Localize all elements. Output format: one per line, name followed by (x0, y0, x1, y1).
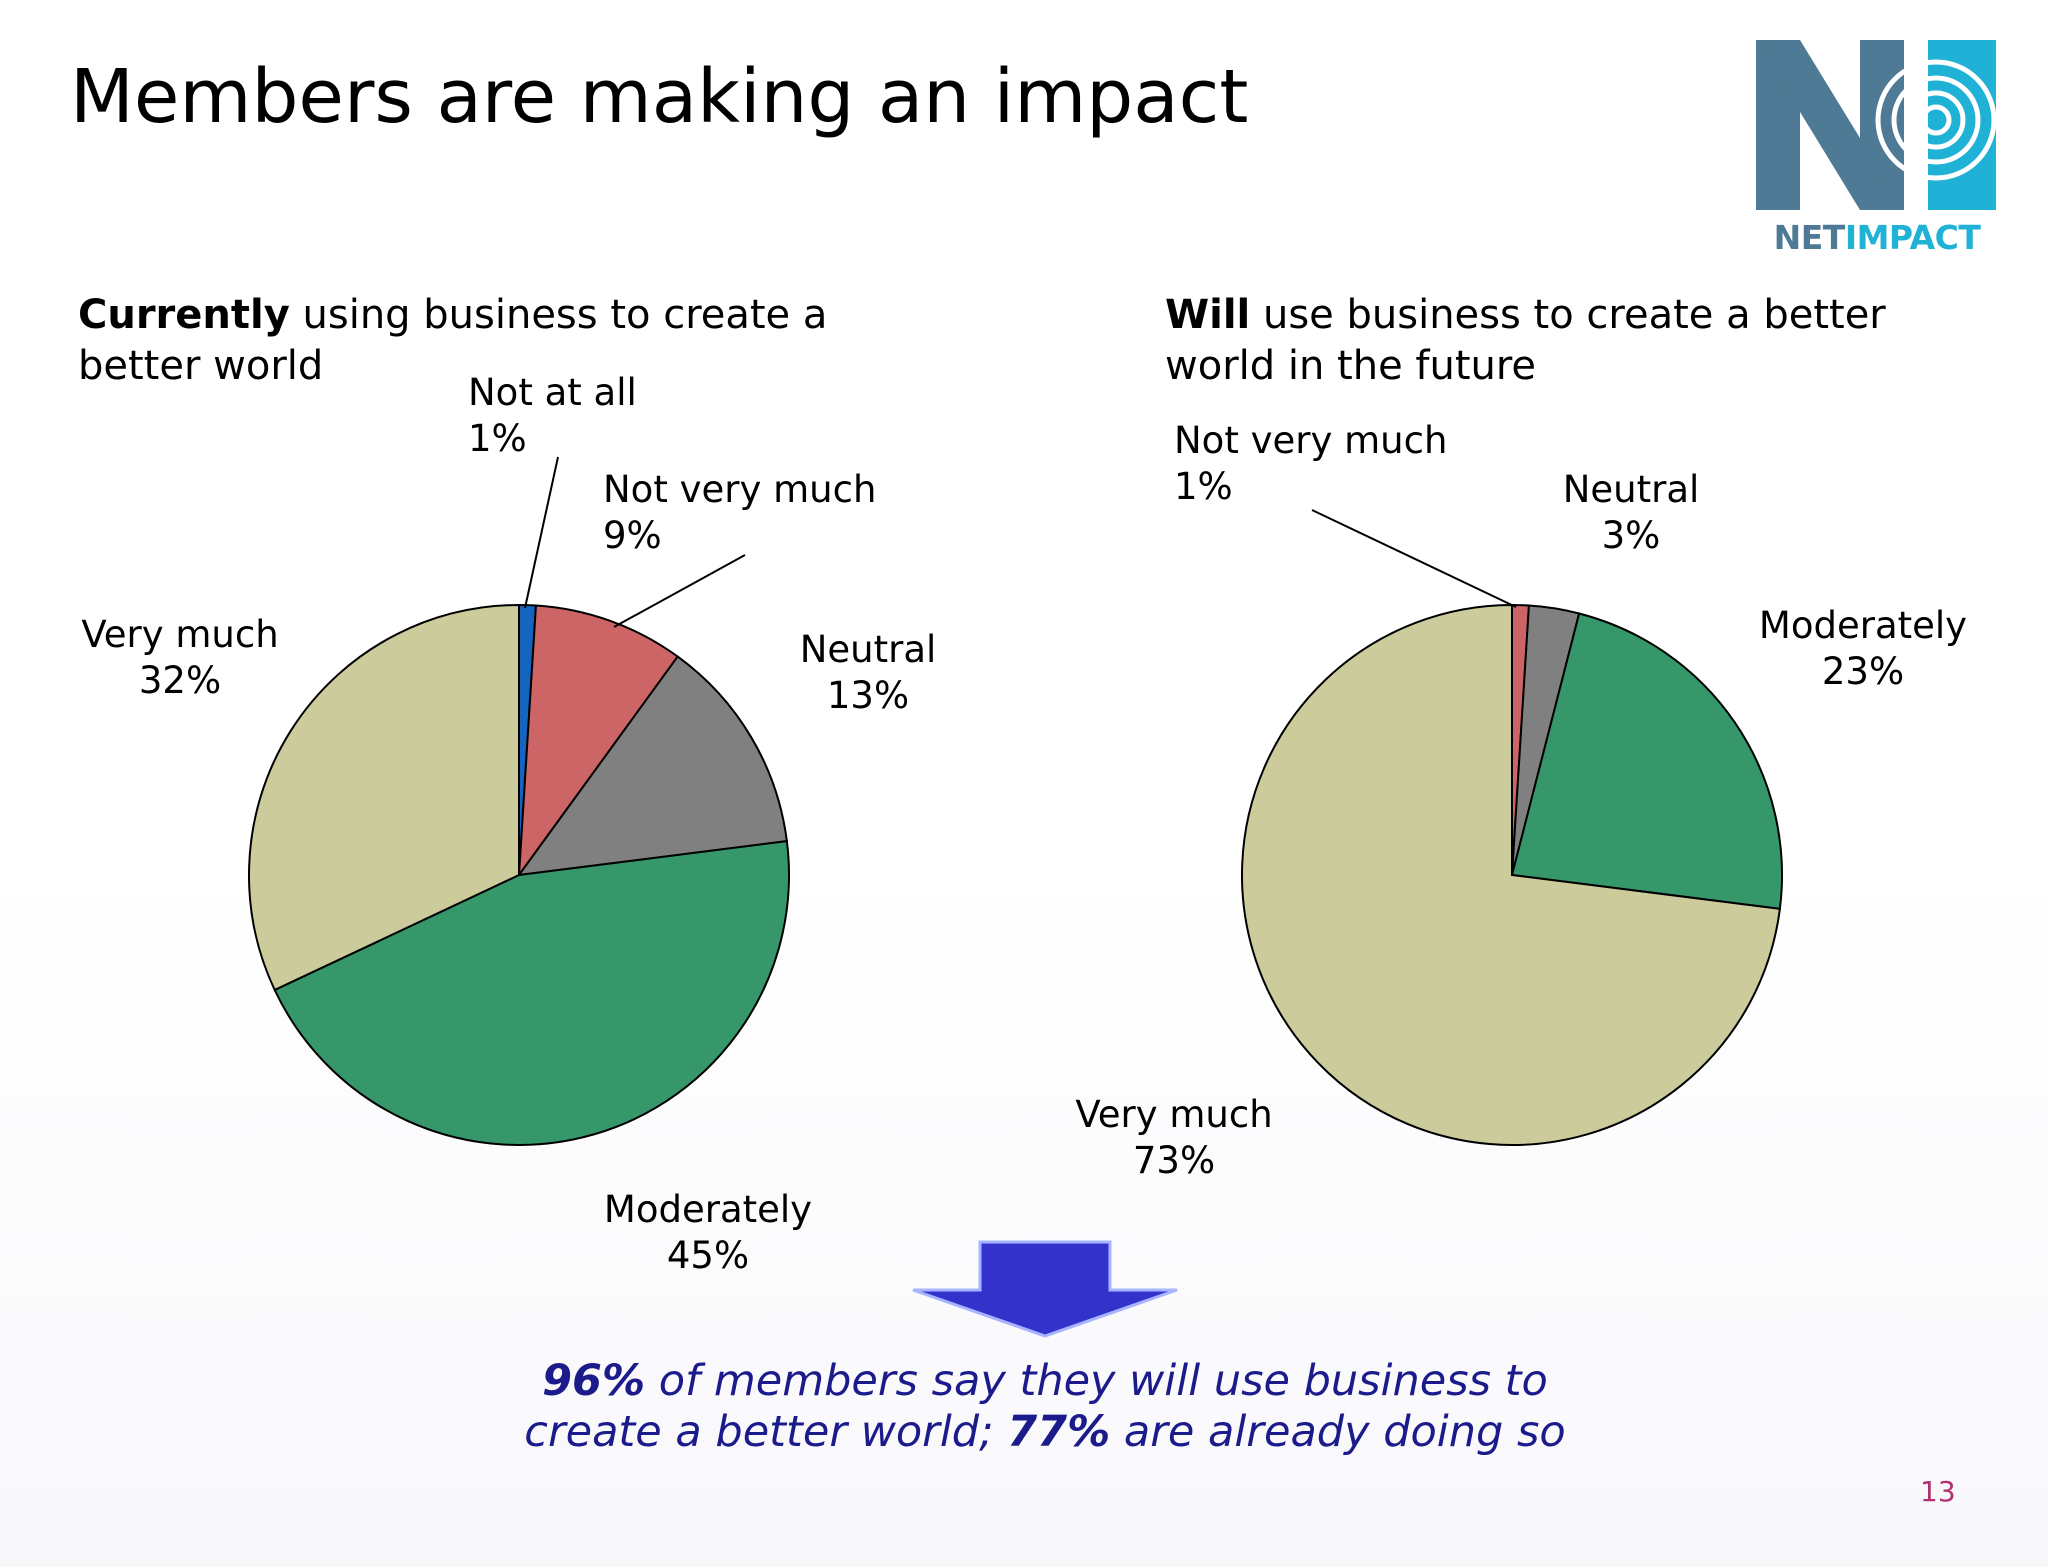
logo-word-net: NET (1773, 218, 1846, 257)
leader-line-not-very-much (613, 554, 746, 628)
conclusion-pct-77: 77% (1007, 1407, 1111, 1457)
left-chart-heading-rest: using business to create a better world (78, 292, 828, 389)
down-arrow-icon (912, 1240, 1178, 1338)
conclusion-line-2: create a better world; 77% are already d… (450, 1407, 1640, 1458)
slice-value-moderately: 23% (1822, 650, 1904, 693)
pie-slice-not-very-much (517, 604, 680, 879)
logo-n-mark (1756, 40, 1904, 210)
slice-label-neutral: Neutral (1563, 468, 1700, 511)
slice-label-not-very-much: Not very much (603, 468, 876, 511)
net-impact-logo-icon (1756, 40, 1997, 210)
right-chart-heading: Will use business to create a better wor… (1165, 290, 1985, 392)
conclusion-line-1: 96% of members say they will use busines… (450, 1356, 1640, 1407)
page-number: 13 (1920, 1475, 1956, 1508)
pie-slice-very-much (1241, 603, 1781, 1146)
slice-value-neutral: 13% (827, 674, 909, 717)
slice-value-very-much: 32% (139, 659, 221, 702)
slice-label-very-much: Very much (81, 613, 278, 656)
slice-label-not-at-all: Not at all (468, 371, 637, 414)
pie-slice-moderately (1510, 612, 1783, 910)
slide-title: Members are making an impact (70, 54, 1249, 140)
pie-slice-moderately (273, 840, 790, 1146)
pie-slice-very-much (248, 603, 520, 992)
logo-wordmark: NETIMPACT (1756, 218, 1998, 257)
leader-line-not-very-much (1311, 509, 1517, 608)
conclusion-text-2: create a better world; (524, 1407, 1008, 1457)
conclusion-text: 96% of members say they will use busines… (450, 1356, 1640, 1458)
slice-label-moderately: Moderately (1759, 604, 1967, 647)
left-chart-heading: Currently using business to create a bet… (78, 290, 958, 392)
pie-slice-neutral (516, 655, 788, 877)
conclusion-text-1: of members say they will use business to (645, 1356, 1548, 1406)
right-chart-heading-bold: Will (1165, 292, 1251, 338)
conclusion-text-3: are already doing so (1110, 1407, 1566, 1457)
conclusion-pct-96: 96% (542, 1356, 646, 1406)
slice-value-moderately: 45% (667, 1234, 749, 1277)
leader-line-not-at-all (524, 456, 559, 609)
logo-word-impact: IMPACT (1844, 218, 1981, 257)
logo-i-mark (1875, 40, 1997, 210)
slice-value-not-very-much: 9% (603, 514, 662, 557)
right-chart-heading-rest: use business to create a better world in… (1165, 292, 1886, 389)
slice-label-moderately: Moderately (604, 1188, 812, 1231)
slice-value-very-much: 73% (1133, 1139, 1215, 1182)
slice-value-not-very-much: 1% (1174, 465, 1233, 508)
slice-value-neutral: 3% (1602, 514, 1661, 557)
slice-label-neutral: Neutral (800, 628, 937, 671)
slice-label-not-very-much: Not very much (1174, 419, 1447, 462)
slice-value-not-at-all: 1% (468, 417, 527, 460)
slice-label-very-much: Very much (1075, 1093, 1272, 1136)
left-chart-heading-bold: Currently (78, 292, 290, 338)
